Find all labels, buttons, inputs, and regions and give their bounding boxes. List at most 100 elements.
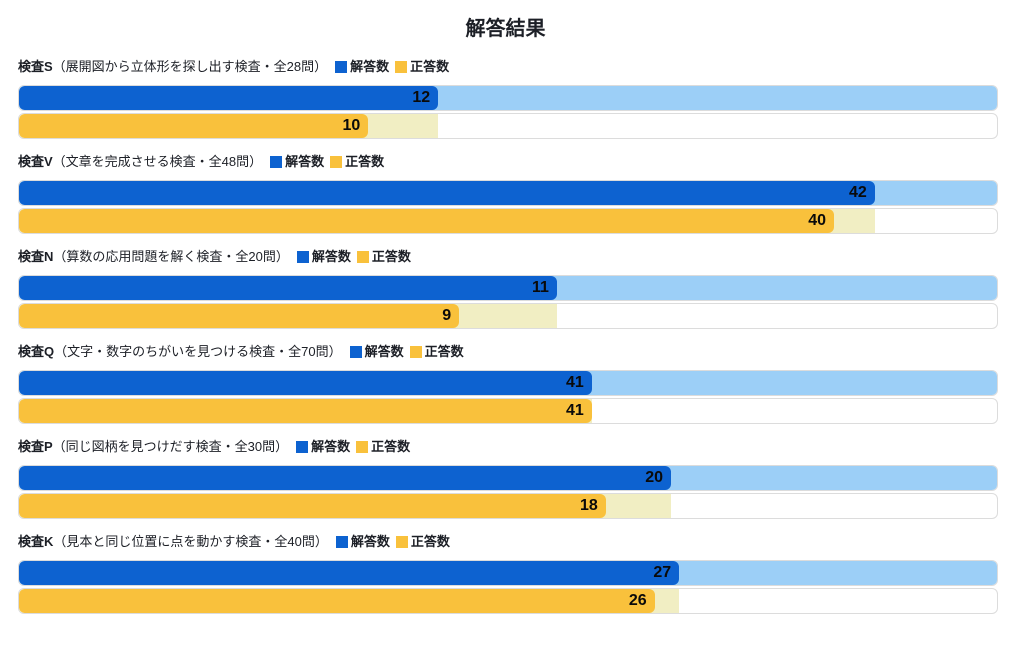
section-label: 検査P （同じ図柄を見つけだす検査・全30問） 解答数 正答数 <box>18 438 998 456</box>
legend-answered-label: 解答数 <box>364 344 404 359</box>
legend-item-answered: 解答数 <box>296 248 351 266</box>
legend-item-answered: 解答数 <box>335 58 389 76</box>
answered-swatch-icon <box>349 346 362 358</box>
correct-bar-value: 40 <box>808 212 826 229</box>
legend: 解答数 正答数 <box>335 58 455 76</box>
correct-bar-row: 9 <box>18 303 998 329</box>
answered-bar-row: 11 <box>18 275 998 301</box>
correct-bar-fill: 9 <box>19 304 460 328</box>
correct-bar-row: 26 <box>18 588 998 614</box>
correct-bar-value: 26 <box>628 592 647 609</box>
legend-item-correct: 正答数 <box>409 343 464 361</box>
correct-swatch-icon <box>356 251 369 263</box>
answered-swatch-icon <box>335 536 348 548</box>
section-name: 検査S <box>18 59 53 74</box>
test-section: 検査N （算数の応用問題を解く検査・全20問） 解答数 正答数 11 9 <box>18 248 998 329</box>
legend: 解答数 正答数 <box>349 343 470 361</box>
legend-item-answered: 解答数 <box>270 153 324 171</box>
answered-bar-value: 20 <box>645 469 663 486</box>
legend: 解答数 正答数 <box>270 153 390 171</box>
answered-bar-fill: 12 <box>19 86 439 110</box>
answered-swatch-icon <box>270 156 283 168</box>
legend-item-answered: 解答数 <box>349 343 404 361</box>
legend-item-answered: 解答数 <box>335 533 390 551</box>
section-name: 検査V <box>18 154 53 169</box>
section-name: 検査K <box>18 534 54 549</box>
answered-swatch-icon <box>296 251 309 263</box>
section-detail: （算数の応用問題を解く検査・全20問） <box>53 249 289 264</box>
correct-bar-row: 18 <box>18 493 998 519</box>
answered-bar-row: 27 <box>18 560 998 586</box>
correct-swatch-icon <box>356 441 369 453</box>
legend-correct-label: 正答数 <box>410 534 450 549</box>
legend-answered-label: 解答数 <box>311 439 351 454</box>
sections: 検査S （展開図から立体形を探し出す検査・全28問） 解答数 正答数 12 10 <box>0 58 1011 614</box>
legend-answered-label: 解答数 <box>285 154 325 169</box>
section-detail: （文字・数字のちがいを見つける検査・全70問） <box>54 344 342 359</box>
answered-bar-value: 11 <box>531 279 549 296</box>
section-detail: （同じ図柄を見つけだす検査・全30問） <box>52 439 289 454</box>
correct-bar-row: 41 <box>18 398 998 424</box>
legend-item-correct: 正答数 <box>395 58 449 76</box>
correct-swatch-icon <box>395 536 408 548</box>
answered-bar-fill: 41 <box>19 371 592 395</box>
section-label: 検査N （算数の応用問題を解く検査・全20問） 解答数 正答数 <box>18 248 998 266</box>
correct-bar-fill: 26 <box>19 589 655 613</box>
legend: 解答数 正答数 <box>296 438 416 456</box>
correct-bar-row: 40 <box>18 208 998 234</box>
test-section: 検査V （文章を完成させる検査・全48問） 解答数 正答数 42 40 <box>18 153 998 234</box>
legend-correct-label: 正答数 <box>424 344 464 359</box>
correct-bar-fill: 10 <box>19 114 369 138</box>
legend-answered-label: 解答数 <box>350 59 390 74</box>
legend-item-correct: 正答数 <box>356 248 411 266</box>
test-section: 検査P （同じ図柄を見つけだす検査・全30問） 解答数 正答数 20 18 <box>18 438 998 519</box>
test-section: 検査K （見本と同じ位置に点を動かす検査・全40問） 解答数 正答数 27 26 <box>18 533 998 614</box>
page-title: 解答結果 <box>465 18 546 40</box>
legend-item-correct: 正答数 <box>330 153 384 171</box>
correct-bar-value: 10 <box>342 117 361 134</box>
section-detail: （文章を完成させる検査・全48問） <box>52 154 263 169</box>
answered-bar-value: 12 <box>412 89 431 106</box>
section-detail: （展開図から立体形を探し出す検査・全28問） <box>52 59 328 74</box>
section-label: 検査Q （文字・数字のちがいを見つける検査・全70問） 解答数 正答数 <box>18 343 998 361</box>
answered-bar-value: 42 <box>848 184 867 201</box>
correct-bar-value: 18 <box>580 497 598 514</box>
legend: 解答数 正答数 <box>335 533 456 551</box>
section-detail: （見本と同じ位置に点を動かす検査・全40問） <box>53 534 328 549</box>
test-section: 検査Q （文字・数字のちがいを見つける検査・全70問） 解答数 正答数 41 41 <box>18 343 998 424</box>
answered-bar-fill: 11 <box>19 276 557 300</box>
correct-bar-value: 9 <box>442 307 452 324</box>
legend-item-answered: 解答数 <box>296 438 350 456</box>
correct-bar-row: 10 <box>18 113 998 139</box>
legend-item-correct: 正答数 <box>395 533 450 551</box>
answered-swatch-icon <box>296 441 309 453</box>
legend-correct-label: 正答数 <box>345 154 385 169</box>
legend: 解答数 正答数 <box>296 248 417 266</box>
section-label: 検査K （見本と同じ位置に点を動かす検査・全40問） 解答数 正答数 <box>18 533 998 551</box>
legend-correct-label: 正答数 <box>410 59 450 74</box>
test-section: 検査S （展開図から立体形を探し出す検査・全28問） 解答数 正答数 12 10 <box>18 58 998 139</box>
legend-correct-label: 正答数 <box>371 439 411 454</box>
correct-bar-value: 41 <box>566 402 584 419</box>
correct-bar-fill: 18 <box>19 494 606 518</box>
correct-swatch-icon <box>395 61 408 73</box>
section-label: 検査S （展開図から立体形を探し出す検査・全28問） 解答数 正答数 <box>18 58 998 76</box>
legend-answered-label: 解答数 <box>311 249 351 264</box>
legend-item-correct: 正答数 <box>356 438 410 456</box>
answered-bar-fill: 42 <box>19 181 875 205</box>
correct-bar-fill: 40 <box>19 209 834 233</box>
legend-correct-label: 正答数 <box>371 249 411 264</box>
answered-bar-row: 42 <box>18 180 998 206</box>
legend-answered-label: 解答数 <box>350 534 390 549</box>
answered-bar-row: 12 <box>18 85 998 111</box>
answered-bar-row: 20 <box>18 465 998 491</box>
answered-bar-value: 27 <box>653 564 672 581</box>
answered-bar-fill: 27 <box>19 561 680 585</box>
answered-bar-row: 41 <box>18 370 998 396</box>
answered-bar-value: 41 <box>566 374 584 391</box>
correct-swatch-icon <box>330 156 343 168</box>
section-name: 検査P <box>18 439 53 454</box>
answered-swatch-icon <box>335 61 348 73</box>
answered-bar-fill: 20 <box>19 466 671 490</box>
section-name: 検査N <box>18 249 54 264</box>
